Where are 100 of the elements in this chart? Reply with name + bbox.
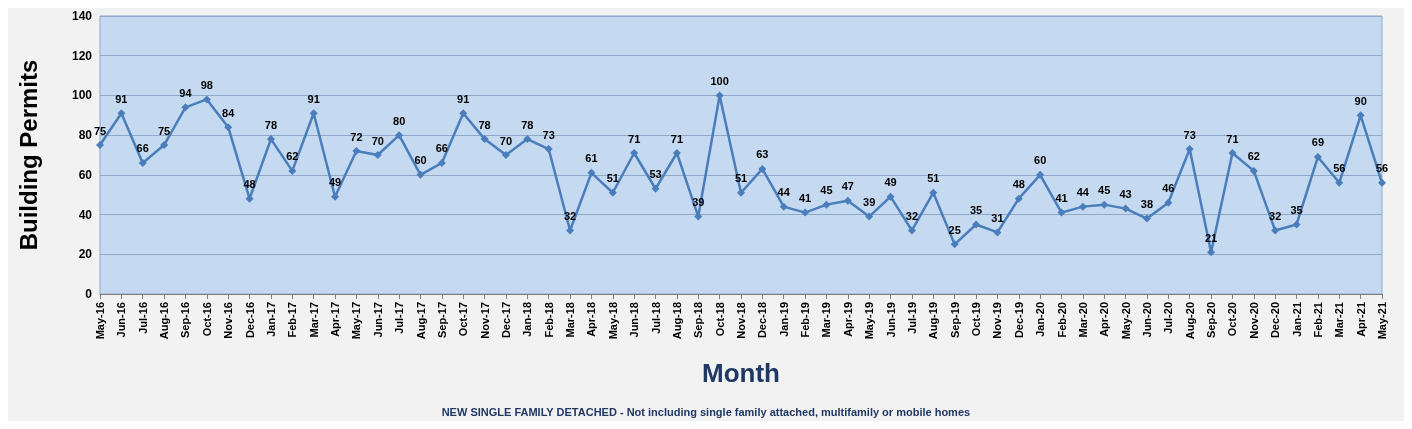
x-tick-label: May-19 — [863, 302, 876, 340]
data-label: 84 — [222, 106, 236, 119]
x-tick-label: Jun-17 — [371, 302, 384, 338]
data-label: 49 — [884, 176, 897, 189]
x-tick-label: Dec-16 — [243, 302, 256, 339]
x-tick-label: Jul-16 — [136, 302, 149, 334]
data-label: 90 — [1354, 94, 1367, 107]
y-axis-title: Building Permits — [14, 59, 42, 251]
x-tick-label: Dec-20 — [1269, 302, 1282, 339]
x-tick-label: Aug-17 — [414, 302, 427, 340]
x-tick-label: Jul-17 — [393, 302, 406, 334]
data-label: 78 — [478, 118, 491, 131]
x-tick-label: Sep-18 — [692, 302, 705, 339]
x-tick-label: Oct-19 — [970, 302, 983, 337]
x-tick-label: May-18 — [606, 302, 619, 340]
data-label: 44 — [1076, 186, 1090, 199]
data-label: 39 — [692, 196, 705, 209]
data-label: 69 — [1311, 136, 1325, 149]
data-label: 35 — [1290, 204, 1303, 216]
x-tick-label: Aug-18 — [670, 302, 683, 340]
data-label: 60 — [1034, 154, 1047, 167]
data-label: 48 — [243, 178, 256, 191]
x-tick-label: Nov-17 — [478, 302, 491, 339]
x-tick-label: Apr-19 — [841, 302, 854, 337]
x-tick-label: Oct-16 — [200, 302, 213, 337]
x-tick-label: Jun-16 — [115, 302, 128, 338]
y-tick-label: 0 — [85, 287, 93, 301]
data-label: 49 — [328, 176, 342, 189]
x-tick-label: Nov-20 — [1247, 302, 1260, 339]
x-tick-label: May-21 — [1376, 302, 1388, 340]
data-label: 51 — [734, 172, 748, 185]
x-tick-label: Mar-17 — [307, 302, 320, 338]
data-label: 80 — [393, 114, 406, 127]
data-label: 56 — [1375, 162, 1389, 175]
x-tick-label: Oct-20 — [1226, 302, 1239, 337]
x-tick-label: Jun-18 — [628, 302, 641, 338]
x-tick-label: Dec-19 — [1012, 302, 1025, 339]
data-label: 98 — [200, 78, 213, 91]
data-label: 38 — [1140, 198, 1154, 211]
y-tick-label: 20 — [78, 247, 93, 262]
x-tick-label: Sep-16 — [179, 302, 192, 339]
x-tick-label: Jan-20 — [1034, 302, 1047, 337]
data-label: 44 — [777, 186, 791, 199]
data-label: 78 — [521, 118, 534, 131]
data-label: 61 — [585, 152, 598, 165]
x-tick-label: Nov-18 — [735, 302, 747, 339]
data-label: 45 — [1098, 184, 1111, 197]
data-label: 46 — [1162, 182, 1175, 195]
x-tick-label: Jan-19 — [777, 302, 790, 337]
data-label: 62 — [286, 150, 299, 163]
y-tick-label: 100 — [71, 88, 93, 103]
data-label: 41 — [798, 192, 812, 205]
x-tick-label: Sep-17 — [435, 302, 448, 339]
x-tick-label: Apr-21 — [1354, 302, 1367, 337]
data-label: 60 — [414, 154, 427, 167]
x-tick-label: Jun-19 — [884, 302, 897, 338]
x-tick-label: Apr-18 — [585, 302, 598, 337]
x-tick-label: May-16 — [94, 302, 106, 340]
x-tick-label: Feb-17 — [286, 302, 299, 338]
data-label: 51 — [927, 172, 940, 185]
data-label: 70 — [371, 134, 384, 147]
x-tick-label: Apr-17 — [329, 302, 342, 337]
data-label: 100 — [710, 74, 729, 87]
data-label: 91 — [457, 92, 470, 105]
data-label: 94 — [179, 86, 193, 99]
x-tick-label: Mar-20 — [1076, 302, 1089, 338]
x-tick-label: Sep-20 — [1205, 302, 1218, 339]
data-label: 73 — [1183, 128, 1196, 141]
data-label: 51 — [606, 172, 619, 185]
x-tick-label: Nov-16 — [222, 302, 235, 339]
x-tick-label: Dec-17 — [499, 302, 512, 339]
x-tick-label: Apr-20 — [1098, 302, 1111, 337]
data-label: 25 — [948, 223, 961, 236]
data-label: 70 — [499, 134, 513, 147]
y-tick-label: 120 — [71, 48, 93, 63]
data-label: 73 — [542, 128, 555, 141]
data-label: 71 — [1226, 132, 1239, 145]
data-label: 45 — [820, 184, 833, 197]
data-label: 32 — [563, 209, 577, 222]
data-label: 48 — [1012, 178, 1025, 191]
data-label: 56 — [1333, 162, 1346, 175]
data-label: 75 — [93, 124, 107, 137]
data-label: 75 — [157, 124, 171, 137]
data-label: 78 — [264, 118, 278, 131]
x-tick-label: Jul-19 — [905, 302, 918, 334]
data-label: 63 — [756, 148, 769, 161]
y-tick-label: 140 — [71, 9, 93, 23]
x-tick-label: Feb-19 — [799, 302, 812, 338]
x-tick-label: Dec-18 — [756, 302, 769, 339]
x-tick-label: May-20 — [1119, 302, 1132, 340]
data-label: 35 — [969, 204, 983, 216]
data-label: 66 — [136, 142, 149, 155]
data-label: 71 — [628, 132, 641, 145]
x-tick-label: Jan-17 — [264, 302, 277, 337]
x-tick-label: Oct-18 — [713, 302, 726, 337]
data-label: 32 — [905, 209, 919, 222]
y-tick-label: 80 — [78, 128, 93, 143]
data-label: 91 — [115, 92, 128, 105]
data-label: 62 — [1247, 150, 1260, 163]
x-tick-label: Feb-20 — [1055, 302, 1068, 338]
